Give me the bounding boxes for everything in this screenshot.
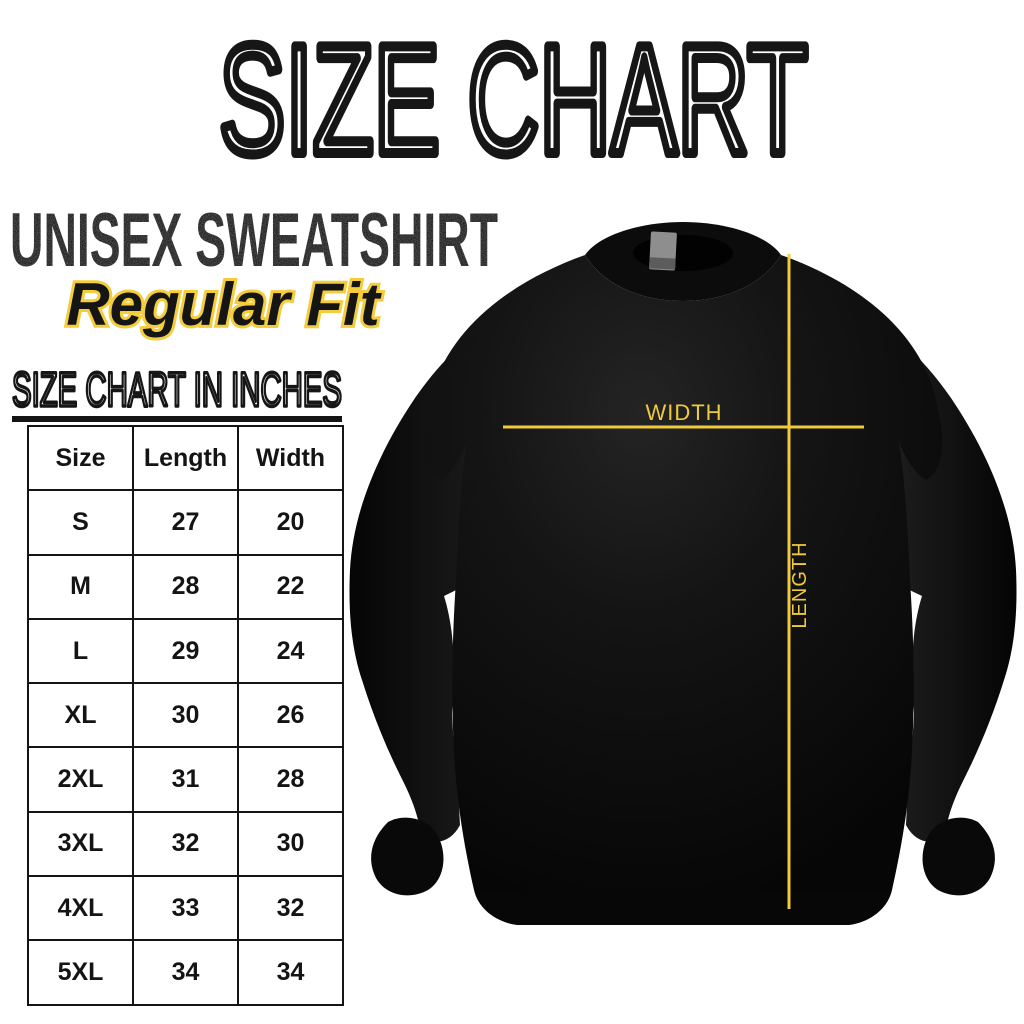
svg-text:WIDTH: WIDTH	[645, 400, 722, 425]
svg-text:LENGTH: LENGTH	[789, 541, 811, 628]
